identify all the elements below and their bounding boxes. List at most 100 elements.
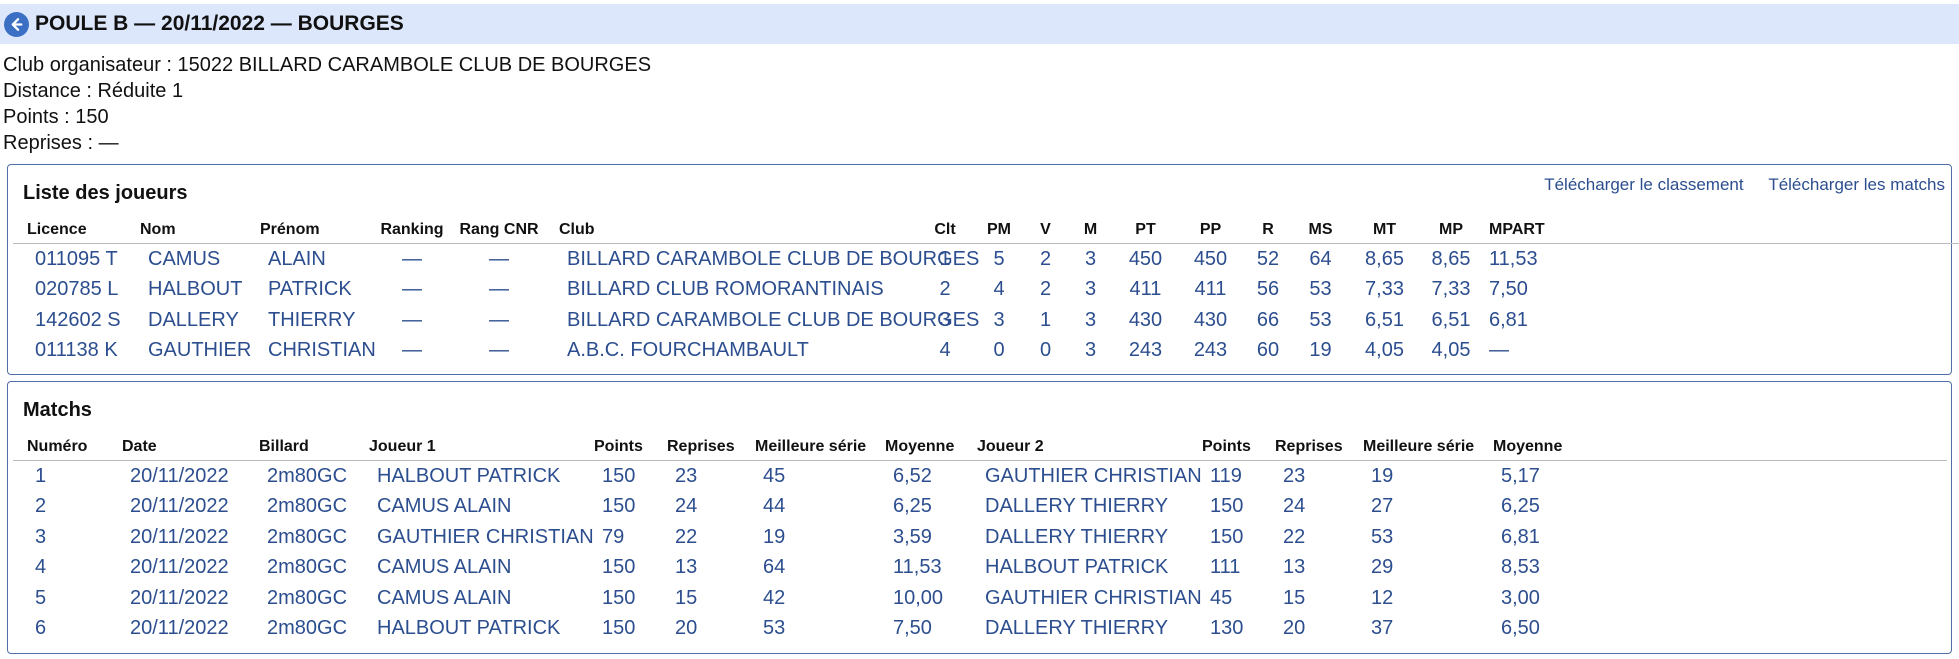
table-cell: 150 [1210, 495, 1244, 518]
column-header: MP [1421, 217, 1481, 244]
column-header: M [1068, 217, 1113, 244]
table-cell: 24 [675, 495, 698, 518]
table-cell: 430 [1193, 308, 1228, 331]
column-header: Nom [126, 217, 246, 244]
table-cell: — [402, 308, 422, 331]
table-cell: 11,53 [1489, 247, 1538, 270]
table-cell: DALLERY [148, 308, 239, 331]
column-header: MS [1293, 217, 1348, 244]
column-header: Ranking [371, 217, 453, 244]
table-row[interactable]: 1 20/11/2022 2m80GC HALBOUT PATRICK 150 23 45 6… [13, 461, 1947, 492]
column-header: Moyenne [1479, 434, 1947, 461]
table-row[interactable]: 2 20/11/2022 2m80GC CAMUS ALAIN 150 24 44 6,25 D… [13, 492, 1947, 523]
column-header: Moyenne [871, 434, 963, 461]
table-cell: 0 [1039, 339, 1052, 362]
table-cell: 7,33 [1431, 278, 1471, 301]
column-header: Rang CNR [453, 217, 545, 244]
column-header: Reprises [653, 434, 741, 461]
table-cell: 20/11/2022 [130, 495, 229, 518]
table-row[interactable]: 011095 T CAMUS ALAIN — — BILLARD CARAMBOLE CL… [13, 244, 1959, 275]
column-header: V [1023, 217, 1068, 244]
table-cell: 10,00 [893, 586, 944, 609]
table-row[interactable]: 5 20/11/2022 2m80GC CAMUS ALAIN 150 15 42 10,00… [13, 583, 1947, 614]
table-cell: 64 [1309, 247, 1332, 270]
table-cell: — [489, 278, 509, 301]
table-cell: 5,17 [1501, 464, 1540, 487]
table-cell: 60 [1256, 339, 1280, 362]
table-cell: — [1489, 339, 1509, 362]
table-cell: 150 [602, 586, 636, 609]
table-cell: 20/11/2022 [130, 464, 229, 487]
table-cell: 45 [763, 464, 786, 487]
download-matches-link[interactable]: Télécharger les matchs [1768, 175, 1945, 194]
table-cell: 6,51 [1365, 308, 1404, 331]
table-cell: 150 [602, 617, 636, 640]
table-cell: 6,25 [893, 495, 932, 518]
table-cell: 5 [35, 586, 47, 609]
table-cell: 20/11/2022 [130, 556, 229, 579]
table-cell: 011138 K [35, 339, 118, 362]
table-cell: 4 [939, 339, 951, 362]
table-cell: 411 [1194, 278, 1227, 301]
table-row[interactable]: 3 20/11/2022 2m80GC GAUTHIER CHRISTIAN 79 22 1… [13, 522, 1947, 553]
table-cell: CHRISTIAN [268, 339, 376, 362]
table-cell: 011095 T [35, 247, 118, 270]
table-cell: 20/11/2022 [130, 586, 229, 609]
table-cell: 1 [939, 247, 951, 270]
table-cell: 27 [1371, 495, 1394, 518]
table-cell: 6,51 [1431, 308, 1471, 331]
table-row[interactable]: 6 20/11/2022 2m80GC HALBOUT PATRICK 150 20 53 7… [13, 614, 1947, 645]
table-cell: 450 [1128, 247, 1163, 270]
table-cell: 150 [602, 495, 636, 518]
column-header: Meilleure série [1349, 434, 1479, 461]
table-cell: ALAIN [268, 247, 326, 270]
table-cell: 2m80GC [267, 586, 348, 609]
table-cell: 2m80GC [267, 556, 348, 579]
table-cell: 6,52 [893, 464, 932, 487]
matchs-table: Numéro Date Billard Joueur 1 Points Reprises M… [13, 434, 1947, 644]
back-arrow-icon[interactable] [4, 11, 29, 37]
table-row[interactable]: 011138 K GAUTHIER CHRISTIAN — — A.B.C. FOURCH… [13, 336, 1959, 367]
table-cell: 3 [1084, 247, 1097, 270]
table-cell: 1 [35, 464, 47, 487]
table-row[interactable]: 020785 L HALBOUT PATRICK — — BILLARD CLUB ROM… [13, 275, 1959, 306]
table-cell: BILLARD CARAMBOLE CLUB DE BOURGES [567, 308, 980, 331]
table-cell: CAMUS ALAIN [377, 495, 512, 518]
table-cell: 22 [1283, 525, 1306, 548]
table-cell: 79 [602, 525, 625, 548]
download-links: Télécharger le classement Télécharger le… [1524, 175, 1945, 195]
table-cell: 142602 S [35, 308, 121, 331]
table-cell: 23 [675, 464, 698, 487]
table-cell: 20 [1283, 617, 1306, 640]
table-cell: 150 [1210, 525, 1244, 548]
table-cell: 3 [1084, 278, 1097, 301]
table-cell: 12 [1371, 586, 1394, 609]
competition-info: Club organisateur : 15022 BILLARD CARAMB… [3, 52, 651, 156]
table-cell: 119 [1210, 464, 1242, 487]
table-cell: 4 [35, 556, 47, 579]
table-row[interactable]: 142602 S DALLERY THIERRY — — BILLARD CARAMBOL… [13, 305, 1959, 336]
table-row[interactable]: 4 20/11/2022 2m80GC CAMUS ALAIN 150 13 64 11,53… [13, 553, 1947, 584]
table-cell: 64 [763, 556, 786, 579]
column-header: MPART [1481, 217, 1959, 244]
table-cell: 111 [1210, 556, 1241, 579]
table-cell: 150 [602, 556, 636, 579]
table-cell: 2m80GC [267, 617, 348, 640]
table-cell: CAMUS ALAIN [377, 586, 512, 609]
table-cell: 2m80GC [267, 464, 348, 487]
reprises-info: Reprises : — [3, 132, 119, 154]
table-cell: 23 [1283, 464, 1306, 487]
column-header: R [1243, 217, 1293, 244]
table-cell: 3 [993, 308, 1005, 331]
table-cell: 7,50 [1489, 278, 1528, 301]
table-cell: GAUTHIER [148, 339, 252, 362]
table-cell: 150 [602, 464, 636, 487]
table-cell: — [489, 247, 509, 270]
download-ranking-link[interactable]: Télécharger le classement [1544, 175, 1744, 194]
table-cell: 8,65 [1431, 247, 1471, 270]
table-cell: 2 [1039, 247, 1052, 270]
column-header: PP [1178, 217, 1243, 244]
distance-info: Distance : Réduite 1 [3, 80, 184, 102]
table-cell: 8,53 [1501, 556, 1540, 579]
table-cell: 3 [35, 525, 47, 548]
